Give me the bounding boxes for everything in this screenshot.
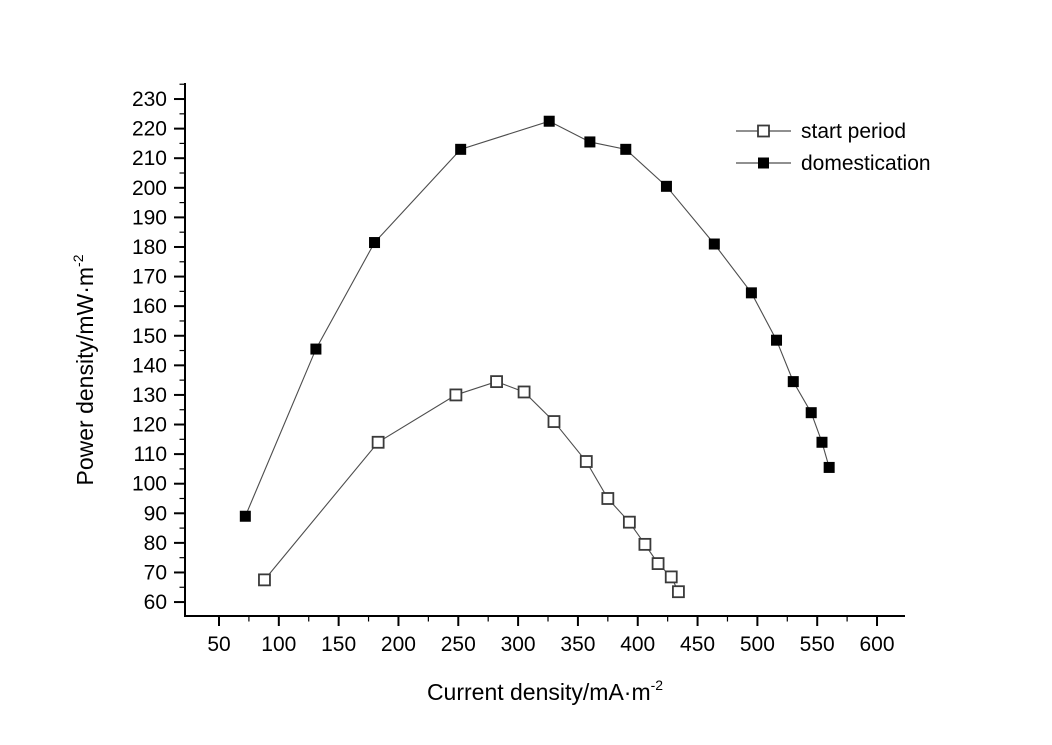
data-point-domestication [771, 334, 783, 346]
y-tick-label: 150 [132, 325, 167, 348]
y-tick-label: 80 [144, 532, 167, 555]
x-axis-title-text: Current density/mA·m [427, 679, 651, 705]
x-tick-label: 250 [441, 633, 476, 656]
data-point-domestication [310, 343, 322, 355]
data-point-start-period [449, 388, 463, 402]
data-point-start-period [258, 573, 271, 587]
data-point-start-period [664, 570, 678, 584]
data-point-domestication [620, 143, 632, 155]
data-point-start-period [672, 585, 685, 599]
x-tick-label: 550 [800, 633, 835, 656]
y-tick-label: 140 [132, 354, 167, 377]
y-tick-label: 70 [144, 561, 167, 584]
data-point-domestication [816, 436, 828, 448]
x-tick-label: 400 [620, 633, 655, 656]
series-line-start-period [264, 381, 679, 592]
data-point-start-period [622, 515, 636, 529]
x-tick-label: 350 [560, 633, 595, 656]
data-point-start-period [638, 537, 652, 551]
data-point-domestication [787, 376, 799, 388]
x-axis-title-exponent: -2 [651, 677, 664, 693]
data-point-start-period [547, 415, 561, 428]
series-line-domestication [244, 120, 830, 517]
y-tick-label: 210 [132, 147, 167, 170]
y-axis-title-exponent: -2 [70, 254, 86, 267]
y-tick-label: 220 [132, 118, 167, 141]
x-tick-label: 200 [381, 633, 416, 656]
data-point-domestication [660, 180, 672, 192]
y-tick-label: 100 [132, 473, 167, 496]
filled-square-marker-icon [758, 157, 769, 169]
y-tick-label: 170 [132, 266, 167, 289]
plot-area [239, 115, 835, 599]
data-point-start-period [651, 557, 665, 570]
y-tick-label: 200 [132, 177, 167, 200]
data-point-start-period [517, 385, 531, 399]
data-point-domestication [239, 510, 251, 522]
data-point-domestication [455, 143, 467, 155]
x-tick-label: 450 [680, 633, 715, 656]
y-tick-label: 60 [144, 591, 167, 614]
x-tick-label: 600 [859, 633, 894, 656]
y-tick-label: 230 [132, 88, 167, 111]
data-point-domestication [369, 237, 381, 249]
y-axis-title-text: Power density/mW·m [72, 267, 98, 486]
data-point-start-period [601, 492, 615, 505]
x-tick-label: 100 [261, 633, 296, 656]
legend-label-start-period: start period [801, 120, 906, 143]
data-point-start-period [579, 455, 593, 468]
x-tick-label: 500 [740, 633, 775, 656]
data-point-domestication [543, 115, 555, 127]
open-square-marker-icon [757, 124, 770, 138]
y-tick-label: 110 [134, 443, 167, 466]
data-point-domestication [823, 461, 835, 473]
x-axis-title: Current density/mA·m-2 [427, 677, 663, 705]
y-axis-title: Power density/mW·m-2 [70, 254, 98, 485]
x-tick-label: 50 [207, 633, 230, 656]
x-tick-label: 150 [321, 633, 356, 656]
y-tick-label: 180 [132, 236, 167, 259]
data-point-start-period [371, 435, 385, 449]
x-tick-label: 300 [501, 633, 536, 656]
data-point-start-period [490, 375, 503, 389]
y-tick-label: 160 [132, 295, 167, 318]
data-point-domestication [805, 407, 817, 419]
y-tick-label: 130 [132, 384, 167, 407]
data-point-domestication [745, 287, 757, 299]
data-point-domestication [708, 238, 720, 250]
legend: start period domestication [736, 120, 931, 175]
legend-label-domestication: domestication [801, 152, 931, 175]
data-point-domestication [584, 136, 596, 148]
y-tick-label: 90 [144, 502, 167, 525]
y-tick-label: 190 [132, 206, 167, 229]
y-tick-label: 120 [132, 414, 167, 437]
